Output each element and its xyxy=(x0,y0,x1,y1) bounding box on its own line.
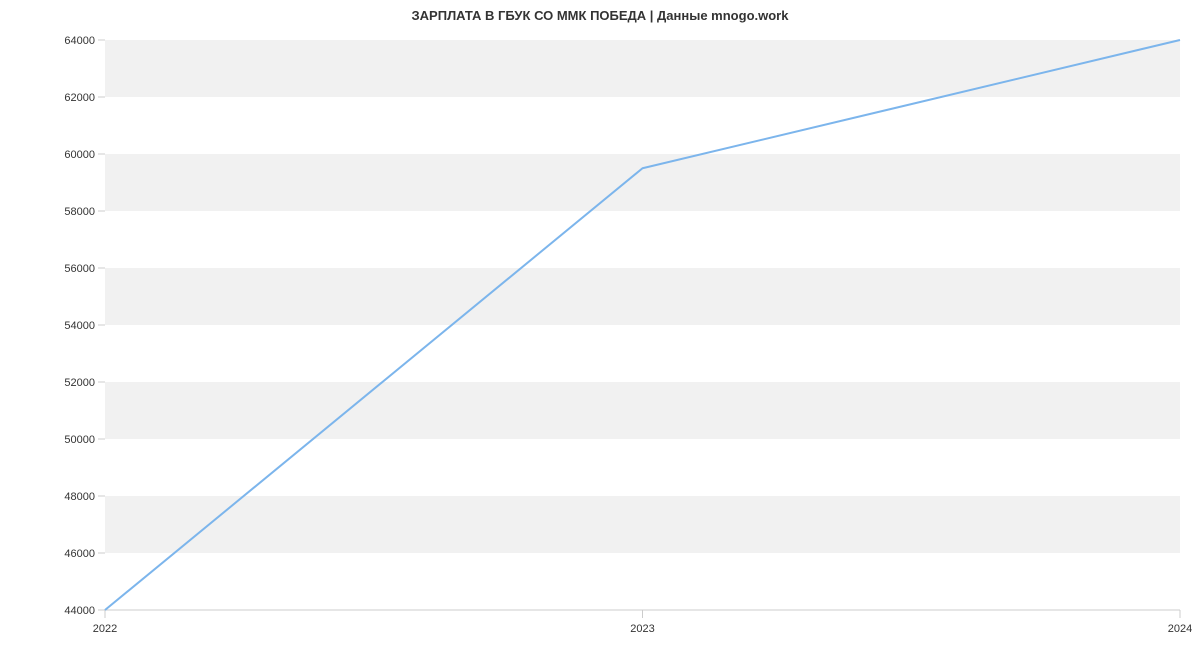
plot-band xyxy=(105,211,1180,268)
plot-band xyxy=(105,325,1180,382)
plot-band xyxy=(105,496,1180,553)
y-tick-label: 50000 xyxy=(64,434,95,446)
y-tick-label: 52000 xyxy=(64,377,95,389)
y-tick-label: 44000 xyxy=(64,605,95,617)
plot-band xyxy=(105,40,1180,97)
y-tick-label: 60000 xyxy=(64,149,95,161)
y-tick-label: 48000 xyxy=(64,491,95,503)
line-chart: ЗАРПЛАТА В ГБУК СО ММК ПОБЕДА | Данные m… xyxy=(0,0,1200,650)
plot-band xyxy=(105,439,1180,496)
x-tick-label: 2023 xyxy=(630,623,654,635)
plot-band xyxy=(105,382,1180,439)
chart-svg: 44000 46000 48000 50000 52000 54000 56000 58000… xyxy=(0,0,1200,650)
plot-band xyxy=(105,97,1180,154)
y-tick-label: 46000 xyxy=(64,548,95,560)
y-tick-label: 64000 xyxy=(64,35,95,47)
x-tick-label: 2022 xyxy=(93,623,117,635)
y-tick-label: 58000 xyxy=(64,206,95,218)
x-tick-label: 2024 xyxy=(1168,623,1192,635)
y-tick-label: 56000 xyxy=(64,263,95,275)
y-tick-label: 54000 xyxy=(64,320,95,332)
plot-band xyxy=(105,154,1180,211)
y-tick-label: 62000 xyxy=(64,92,95,104)
plot-band xyxy=(105,553,1180,610)
plot-band xyxy=(105,268,1180,325)
